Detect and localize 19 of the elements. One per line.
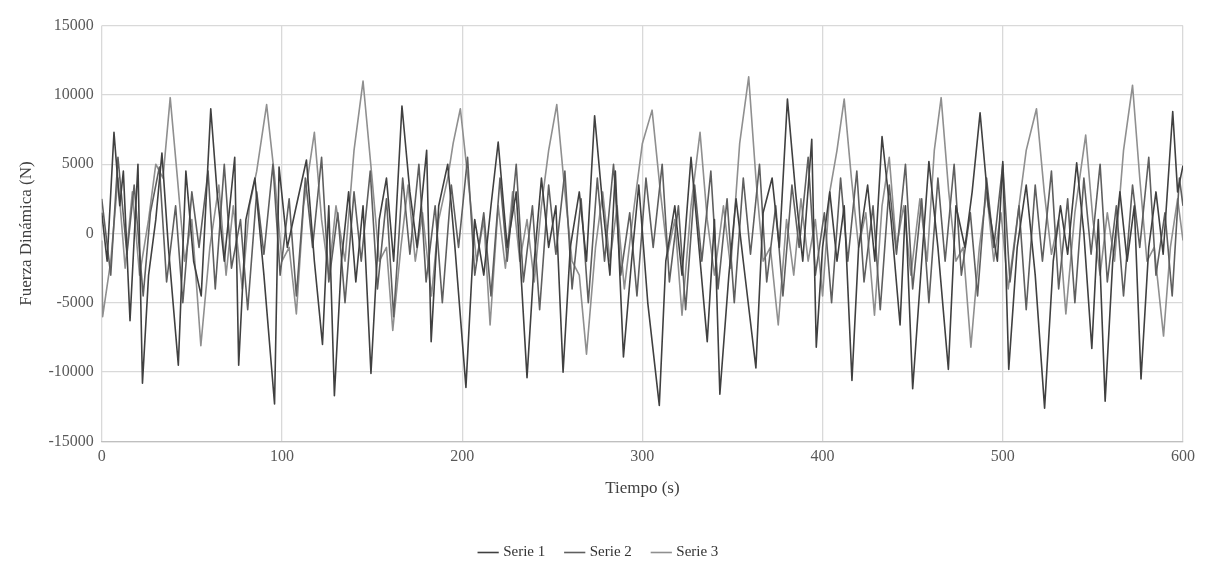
legend-label: Serie 3: [676, 543, 719, 560]
y-axis-title: Fuerza Dinámica (N): [15, 161, 35, 306]
x-tick-label: 200: [450, 447, 475, 465]
y-tick-label: -10000: [48, 362, 94, 380]
y-tick-label: 5000: [61, 154, 94, 172]
legend-label: Serie 2: [589, 543, 632, 560]
x-tick-label: 400: [810, 447, 835, 465]
x-tick-label: 600: [1171, 447, 1195, 465]
legend-label: Serie 1: [503, 543, 546, 560]
x-tick-label: 100: [269, 447, 294, 465]
y-tick-label: 0: [85, 223, 94, 241]
y-tick-label: 10000: [53, 85, 94, 103]
y-tick-label: 15000: [53, 15, 94, 33]
x-tick-label: 0: [97, 447, 106, 465]
x-tick-label: 300: [630, 447, 655, 465]
y-tick-label: -15000: [48, 431, 94, 449]
y-tick-label: -5000: [56, 293, 94, 310]
x-tick-label: 500: [990, 447, 1015, 465]
x-axis-title: Tiempo (s): [605, 478, 680, 498]
